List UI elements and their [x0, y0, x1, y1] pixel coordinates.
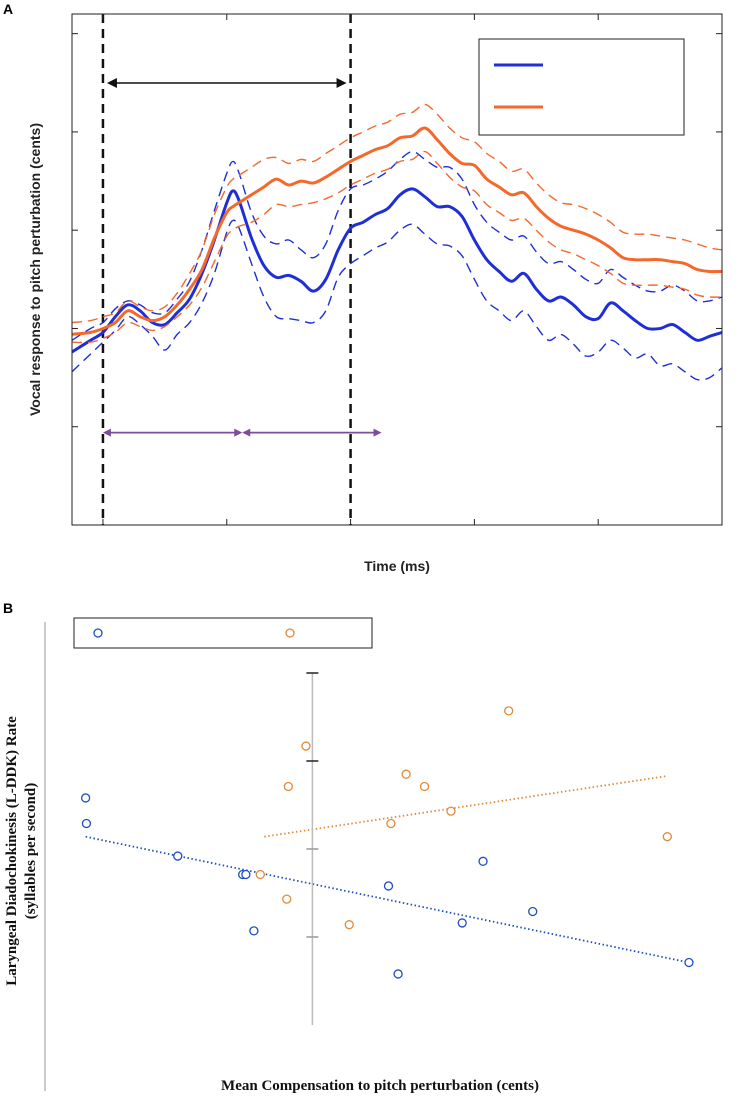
- controls-upper-ci-line: [72, 103, 722, 324]
- controls-data-point: [255, 869, 265, 880]
- patients-data-point: [249, 926, 259, 936]
- panel-a-axes: [71, 13, 723, 526]
- patients-data-point: [241, 869, 251, 880]
- panel-b-plot-area: [80, 706, 694, 979]
- panel-a-annotations: [102, 78, 382, 437]
- controls-data-point: [301, 741, 311, 751]
- panel-b-legend-marker-patients: [93, 628, 103, 638]
- controls-data-point: [662, 832, 672, 842]
- patients-trend-line: [85, 835, 690, 964]
- panel-b-y-axis-label-line2: (syllables per second): [23, 783, 39, 919]
- late-window-arrow-head-right: [373, 428, 382, 437]
- late-window-arrow-head-left: [242, 428, 251, 437]
- panel-b-x-axis-label: Mean Compensation to pitch perturbation …: [221, 1078, 539, 1094]
- panel-b-y-axis-label-line1: Laryngeal Diadochokinesis (L-DDK) Rate: [4, 716, 20, 986]
- controls-data-point: [504, 706, 514, 716]
- perturbation-arrow-head-right: [336, 78, 347, 88]
- patients-data-point: [528, 906, 538, 917]
- panel-b-axes: [44, 622, 319, 1091]
- controls-data-point: [386, 818, 396, 829]
- panel-a-plot-area: [72, 14, 722, 525]
- patients-data-point: [457, 918, 467, 928]
- panel-b-legend-box: [73, 617, 373, 649]
- panel-a-label: A: [3, 1, 13, 17]
- panel-a-legend: [478, 38, 685, 136]
- controls-lower-ci-line: [72, 150, 722, 344]
- panel-a-legend-box: [478, 38, 685, 136]
- panel-b-legend: [73, 617, 373, 649]
- controls-trend-line: [264, 775, 668, 838]
- chart-panel-a: A Time (ms) Vocal response to pitch pert…: [3, 1, 723, 574]
- panel-a-y-axis-label: Vocal response to pitch perturbation (ce…: [27, 123, 43, 416]
- patients-data-point: [173, 851, 183, 861]
- controls-data-point: [401, 769, 411, 779]
- patients-data-point: [393, 969, 403, 979]
- patients-data-point: [684, 957, 694, 968]
- controls-data-point: [446, 806, 456, 816]
- perturbation-arrow-head-left: [106, 78, 117, 88]
- patients-data-point: [81, 818, 92, 829]
- patients-lower-ci-line: [72, 219, 722, 381]
- controls-data-point: [419, 781, 430, 792]
- controls-mean-line: [72, 126, 722, 336]
- patients-data-point: [383, 881, 394, 891]
- controls-data-point: [344, 920, 354, 930]
- early-window-arrow-head-left: [102, 428, 111, 437]
- patients-upper-ci-line: [72, 150, 722, 341]
- early-window-arrow-head-right: [234, 428, 243, 437]
- panel-b-legend-marker-controls: [285, 628, 295, 638]
- controls-data-point: [283, 781, 293, 792]
- controls-data-point: [282, 894, 292, 904]
- panel-b-label: B: [3, 600, 13, 616]
- panel-a-frame: [71, 13, 723, 526]
- patients-mean-line: [72, 187, 722, 354]
- panel-a-x-axis-label: Time (ms): [364, 558, 430, 574]
- chart-panel-b: B Mean Compensation to pitch perturbatio…: [3, 600, 694, 1094]
- patients-data-point: [478, 856, 488, 866]
- patients-data-point: [80, 793, 91, 803]
